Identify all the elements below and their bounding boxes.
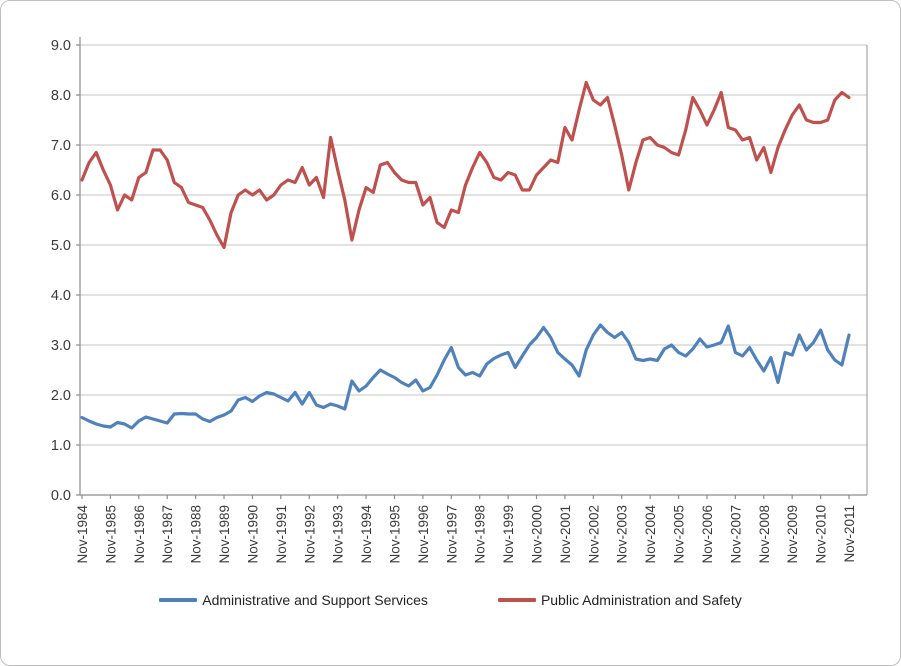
x-tick-label: Nov-2006 (700, 505, 715, 564)
x-tick-label: Nov-2002 (586, 505, 601, 564)
x-tick-label: Nov-1993 (331, 505, 346, 564)
y-tick-label: 1.0 (51, 438, 71, 454)
y-tick-label: 2.0 (51, 388, 71, 404)
y-tick-label: 8.0 (51, 88, 71, 104)
x-tick-label: Nov-2009 (785, 505, 800, 564)
x-tick-label: Nov-1994 (359, 505, 374, 564)
x-tick-label: Nov-2011 (842, 505, 857, 563)
x-tick-label: Nov-1989 (217, 505, 232, 564)
x-tick-label: Nov-2001 (558, 505, 573, 564)
x-tick-label: Nov-1996 (416, 505, 431, 564)
y-tick-label: 5.0 (51, 238, 71, 254)
x-tick-label: Nov-2008 (757, 505, 772, 564)
series-line-administrative-and-support-services (80, 323, 851, 430)
y-tick-label: 7.0 (51, 138, 71, 154)
x-tick-label: Nov-1990 (245, 505, 260, 564)
x-tick-label: Nov-1995 (387, 505, 402, 564)
x-tick-label: Nov-1985 (103, 505, 118, 564)
y-tick-label: 6.0 (51, 188, 71, 204)
legend-swatch-red-line (497, 598, 536, 602)
x-tick-label: Nov-1998 (473, 505, 488, 564)
legend-label: Public Administration and Safety (540, 592, 742, 608)
legend-item-administrative-and-support-services: Administrative and Support Services (159, 592, 428, 608)
chart-legend: Administrative and Support Services Publ… (1, 592, 900, 608)
legend-swatch-blue-line (159, 598, 198, 602)
y-tick-label: 9.0 (51, 38, 71, 54)
x-tick-label: Nov-1987 (160, 505, 175, 564)
x-tick-label: Nov-1991 (274, 505, 289, 564)
x-tick-label: Nov-2003 (615, 505, 630, 564)
legend-label: Administrative and Support Services (202, 592, 428, 608)
x-tick-label: Nov-2007 (728, 505, 743, 564)
x-tick-label: Nov-1997 (444, 505, 459, 564)
x-tick-label: Nov-2004 (643, 505, 658, 564)
y-tick-label: 3.0 (51, 338, 71, 354)
x-tick-label: Nov-1992 (302, 505, 317, 564)
x-tick-label: Nov-2005 (672, 505, 687, 564)
series-line-public-administration-and-safety (80, 80, 851, 250)
x-tick-label: Nov-2010 (814, 505, 829, 564)
x-tick-label: Nov-1988 (189, 505, 204, 564)
x-tick-label: Nov-1999 (501, 505, 516, 564)
x-tick-label: Nov-2000 (530, 505, 545, 564)
y-tick-label: 4.0 (51, 288, 71, 304)
legend-item-public-administration-and-safety: Public Administration and Safety (497, 592, 742, 608)
y-tick-label: 0.0 (51, 488, 71, 504)
x-tick-label: Nov-1984 (75, 505, 90, 564)
x-tick-label: Nov-1986 (132, 505, 147, 564)
